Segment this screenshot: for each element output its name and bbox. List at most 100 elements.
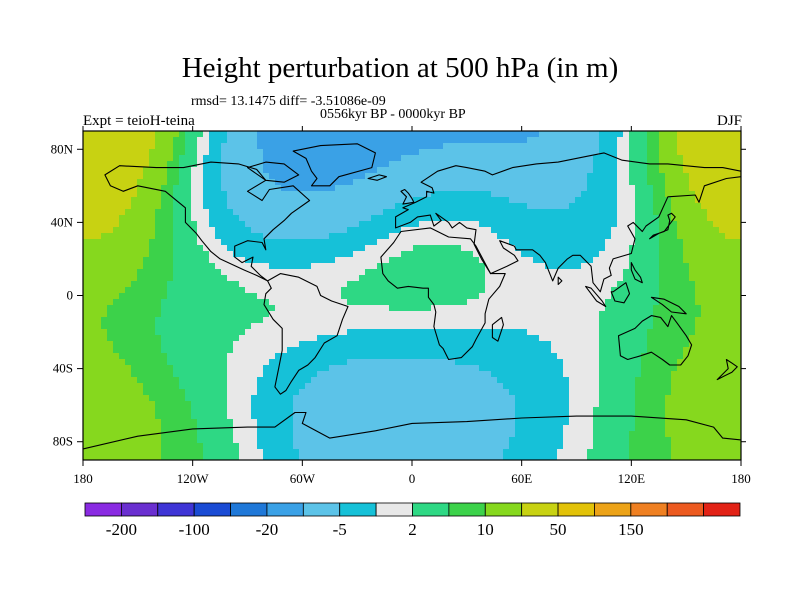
field-cell: [683, 239, 689, 245]
field-cell: [179, 203, 185, 209]
field-cell: [731, 143, 737, 149]
field-cell: [245, 263, 251, 269]
field-cell: [89, 281, 95, 287]
field-cell: [659, 263, 665, 269]
field-cell: [149, 275, 155, 281]
field-cell: [599, 197, 605, 203]
field-cell: [695, 203, 701, 209]
field-cell: [629, 377, 635, 383]
field-cell: [593, 311, 599, 317]
field-cell: [557, 293, 563, 299]
field-cell: [449, 305, 455, 311]
field-cell: [479, 293, 485, 299]
field-cell: [503, 257, 509, 263]
field-cell: [353, 383, 359, 389]
field-cell: [527, 149, 533, 155]
field-cell: [665, 197, 671, 203]
field-cell: [401, 347, 407, 353]
field-cell: [353, 281, 359, 287]
field-cell: [683, 335, 689, 341]
field-cell: [551, 179, 557, 185]
field-cell: [401, 371, 407, 377]
field-cell: [683, 299, 689, 305]
field-cell: [593, 173, 599, 179]
field-cell: [383, 299, 389, 305]
field-cell: [707, 281, 713, 287]
field-cell: [599, 395, 605, 401]
field-cell: [305, 299, 311, 305]
field-cell: [215, 185, 221, 191]
field-cell: [431, 209, 437, 215]
field-cell: [503, 209, 509, 215]
field-cell: [479, 365, 485, 371]
field-cell: [503, 263, 509, 269]
field-cell: [245, 335, 251, 341]
field-cell: [491, 251, 497, 257]
field-cell: [479, 359, 485, 365]
field-cell: [617, 257, 623, 263]
field-cell: [179, 305, 185, 311]
field-cell: [239, 209, 245, 215]
field-cell: [461, 371, 467, 377]
field-cell: [113, 305, 119, 311]
field-cell: [707, 305, 713, 311]
field-cell: [413, 251, 419, 257]
field-cell: [149, 215, 155, 221]
field-cell: [623, 293, 629, 299]
field-cell: [725, 221, 731, 227]
field-cell: [491, 287, 497, 293]
field-cell: [521, 263, 527, 269]
field-cell: [365, 173, 371, 179]
field-cell: [485, 203, 491, 209]
field-cell: [533, 155, 539, 161]
field-cell: [263, 155, 269, 161]
field-cell: [431, 383, 437, 389]
field-cell: [113, 287, 119, 293]
field-cell: [737, 305, 741, 311]
field-cell: [329, 173, 335, 179]
field-cell: [581, 137, 587, 143]
field-cell: [611, 203, 617, 209]
field-cell: [611, 359, 617, 365]
field-cell: [635, 311, 641, 317]
field-cell: [443, 161, 449, 167]
field-cell: [503, 215, 509, 221]
field-cell: [425, 317, 431, 323]
field-cell: [401, 167, 407, 173]
field-cell: [191, 299, 197, 305]
field-cell: [641, 203, 647, 209]
field-cell: [713, 287, 719, 293]
field-cell: [155, 185, 161, 191]
field-cell: [275, 173, 281, 179]
field-cell: [125, 341, 131, 347]
field-cell: [431, 359, 437, 365]
field-cell: [143, 329, 149, 335]
field-cell: [407, 245, 413, 251]
chart-title: Height perturbation at 500 hPa (in m): [181, 52, 619, 84]
field-cell: [425, 269, 431, 275]
field-cell: [323, 215, 329, 221]
field-cell: [647, 305, 653, 311]
field-cell: [689, 341, 695, 347]
field-cell: [725, 389, 731, 395]
field-cell: [401, 365, 407, 371]
field-cell: [641, 347, 647, 353]
field-cell: [365, 131, 371, 137]
field-cell: [713, 233, 719, 239]
field-cell: [317, 359, 323, 365]
field-cell: [233, 305, 239, 311]
field-cell: [431, 233, 437, 239]
field-cell: [197, 155, 203, 161]
field-cell: [155, 281, 161, 287]
field-cell: [191, 149, 197, 155]
field-cell: [437, 329, 443, 335]
field-cell: [683, 203, 689, 209]
field-cell: [347, 203, 353, 209]
field-cell: [95, 323, 101, 329]
field-cell: [107, 275, 113, 281]
field-cell: [239, 215, 245, 221]
field-cell: [545, 227, 551, 233]
field-cell: [287, 221, 293, 227]
field-cell: [179, 269, 185, 275]
field-cell: [515, 395, 521, 401]
